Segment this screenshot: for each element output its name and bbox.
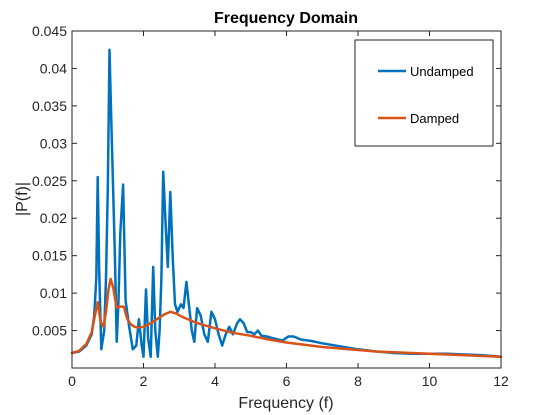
y-tick-label: 0.01 xyxy=(40,285,67,301)
x-tick-label: 6 xyxy=(283,373,291,389)
y-tick-label: 0.045 xyxy=(32,23,67,39)
y-tick-label: 0.015 xyxy=(32,248,67,264)
legend: Undamped Damped xyxy=(354,39,494,147)
x-tick-label: 4 xyxy=(211,373,219,389)
legend-label-damped: Damped xyxy=(410,111,459,126)
x-tick-label: 0 xyxy=(68,373,76,389)
y-tick-label: 0.035 xyxy=(32,98,67,114)
x-tick-label: 10 xyxy=(422,373,438,389)
legend-box xyxy=(354,39,494,147)
y-axis-label: |P(f)| xyxy=(14,182,31,216)
y-tick-label: 0.04 xyxy=(40,60,67,76)
series-line-damped xyxy=(70,277,503,359)
y-axis-ticks: 0.005 0.01 0.015 0.02 0.025 0.03 0.035 0.04 0.04… xyxy=(32,23,501,339)
chart-title: Frequency Domain xyxy=(214,10,358,27)
x-tick-label: 8 xyxy=(354,373,362,389)
y-tick-label: 0.005 xyxy=(32,323,67,339)
x-axis-ticks: 0 2 4 6 8 10 12 xyxy=(68,31,509,389)
x-tick-label: 2 xyxy=(140,373,148,389)
series-line-undamped xyxy=(70,48,503,359)
series-layer xyxy=(70,48,503,359)
y-tick-label: 0.02 xyxy=(40,210,67,226)
legend-label-undamped: Undamped xyxy=(410,64,474,79)
x-tick-label: 12 xyxy=(493,373,509,389)
y-tick-label: 0.025 xyxy=(32,173,67,189)
y-tick-label: 0.03 xyxy=(40,135,67,151)
x-axis-label: Frequency (f) xyxy=(238,395,333,412)
